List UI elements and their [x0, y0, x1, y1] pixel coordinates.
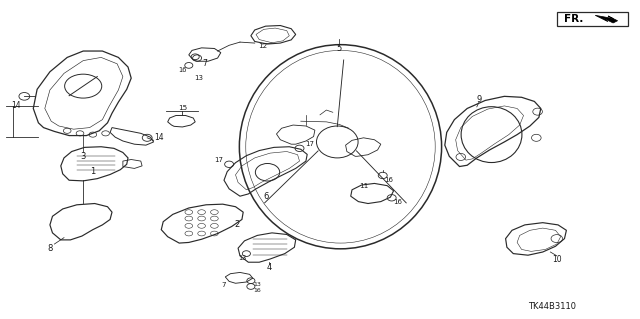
Polygon shape: [595, 15, 618, 23]
Text: 17: 17: [305, 141, 314, 147]
Text: 7: 7: [221, 282, 227, 287]
Text: 7: 7: [202, 59, 207, 68]
Text: 14: 14: [11, 101, 21, 110]
Text: 8: 8: [47, 244, 52, 253]
Text: 13: 13: [253, 282, 261, 287]
Text: FR.: FR.: [564, 13, 584, 24]
Text: 15: 15: [178, 105, 187, 111]
Text: 14: 14: [154, 133, 164, 142]
Text: TK44B3110: TK44B3110: [527, 302, 576, 311]
Text: 4: 4: [266, 263, 271, 272]
Text: 17: 17: [214, 157, 223, 163]
Text: 1: 1: [90, 167, 95, 176]
Text: 12: 12: [258, 43, 267, 49]
Text: 10: 10: [552, 255, 562, 263]
Text: 16: 16: [385, 177, 394, 183]
Text: 16: 16: [253, 288, 261, 293]
Text: 11: 11: [359, 183, 368, 189]
Text: 13: 13: [194, 75, 203, 81]
Text: 2: 2: [234, 220, 239, 229]
Text: 13: 13: [238, 255, 246, 261]
Text: 16: 16: [394, 199, 403, 204]
Text: 6: 6: [263, 192, 268, 201]
Text: 5: 5: [337, 44, 342, 53]
Text: 3: 3: [81, 152, 86, 161]
Text: 16: 16: [178, 67, 187, 73]
Text: 9: 9: [476, 95, 481, 104]
